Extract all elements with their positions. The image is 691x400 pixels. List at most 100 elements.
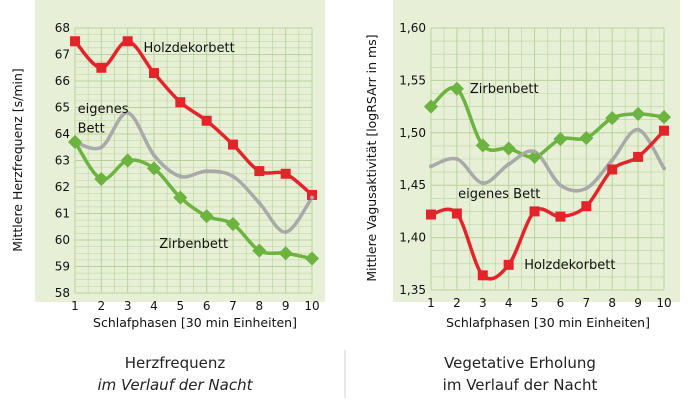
data-point xyxy=(449,81,464,96)
data-point xyxy=(659,125,669,136)
data-point xyxy=(201,115,212,126)
data-point xyxy=(173,190,188,205)
grid xyxy=(430,27,665,291)
x-axis-title: Schlafphasen [30 min Einheiten] xyxy=(446,315,650,330)
data-point xyxy=(506,162,511,167)
y-tick-label: 1,35 xyxy=(399,283,426,297)
series-line xyxy=(73,140,314,261)
y-tick-label: 63 xyxy=(55,154,70,168)
y-tick-label: 1,50 xyxy=(399,126,426,140)
y-tick-label: 65 xyxy=(55,101,70,115)
data-point xyxy=(178,174,183,179)
y-tick-label: 61 xyxy=(55,207,70,221)
data-point xyxy=(477,270,488,281)
data-point xyxy=(310,195,314,200)
data-point xyxy=(426,209,436,220)
data-point xyxy=(605,111,620,126)
data-point xyxy=(175,97,186,108)
caption-subtitle: im Verlauf der Nacht xyxy=(98,376,254,394)
data-point xyxy=(610,158,615,163)
series-label: eigenes Bett xyxy=(458,187,540,202)
vagus-activity-chart: 1,35 1,40 1,45 1,50 1,55 1,60 1 2 3 4 5 6 7 8 9 10 Zir… xyxy=(364,0,680,394)
x-tick-label: 8 xyxy=(256,299,264,313)
data-point xyxy=(633,151,644,162)
series-label: Bett xyxy=(78,122,105,137)
data-point xyxy=(558,183,563,188)
x-tick-label: 10 xyxy=(656,296,671,310)
data-point xyxy=(475,138,490,153)
data-point xyxy=(480,181,485,186)
x-tick-label: 9 xyxy=(634,296,642,310)
y-tick-label: 62 xyxy=(55,180,70,194)
series-line xyxy=(429,85,666,159)
x-tick-label: 10 xyxy=(304,299,319,313)
data-point xyxy=(278,246,293,261)
y-tick-label: 1,55 xyxy=(399,73,426,87)
x-tick-label: 4 xyxy=(150,299,158,313)
x-tick-label: 2 xyxy=(453,296,461,310)
x-tick-label: 5 xyxy=(531,296,539,310)
x-tick-labels: 1 2 3 4 5 6 7 8 9 10 xyxy=(71,299,319,313)
x-tick-label: 3 xyxy=(124,299,132,313)
y-tick-label: 66 xyxy=(55,74,70,88)
data-point xyxy=(225,217,241,232)
x-tick-label: 9 xyxy=(282,299,290,313)
data-point xyxy=(527,149,542,164)
data-point xyxy=(283,230,288,235)
y-tick-label: 60 xyxy=(55,233,70,247)
y-tick-label: 64 xyxy=(55,127,70,141)
data-point xyxy=(581,201,592,212)
data-point xyxy=(280,168,291,179)
data-point xyxy=(656,110,672,125)
y-tick-labels: 1,35 1,40 1,45 1,50 1,55 1,60 xyxy=(399,21,426,297)
series-label: Zirbenbett xyxy=(159,237,228,252)
y-tick-label: 1,60 xyxy=(399,21,426,35)
data-point xyxy=(532,149,537,154)
series-line xyxy=(73,111,314,234)
data-point xyxy=(555,211,566,222)
x-tick-label: 4 xyxy=(505,296,513,310)
y-axis-title: Mittlere Herzfrequenz [s/min] xyxy=(10,68,25,252)
series-line xyxy=(73,39,314,197)
series-markers xyxy=(423,81,672,281)
data-point xyxy=(146,161,162,176)
y-tick-label: 58 xyxy=(55,286,70,300)
series-label: Holzdekorbett xyxy=(143,41,234,56)
data-point xyxy=(454,157,459,161)
data-point xyxy=(579,130,594,146)
data-point xyxy=(252,243,267,258)
x-tick-label: 1 xyxy=(71,299,79,313)
data-point xyxy=(99,145,104,150)
data-point xyxy=(254,166,265,177)
data-point xyxy=(584,186,589,191)
x-tick-label: 6 xyxy=(557,296,565,310)
data-point xyxy=(631,106,646,122)
data-point xyxy=(152,153,156,158)
data-point xyxy=(662,166,666,171)
data-point xyxy=(553,132,568,147)
series-label: Holzdekorbett xyxy=(524,258,615,273)
y-tick-label: 67 xyxy=(55,48,70,62)
data-point xyxy=(204,169,209,174)
y-tick-labels: 58 59 60 61 62 63 64 65 66 67 68 xyxy=(55,21,70,300)
x-tick-label: 1 xyxy=(427,296,435,310)
caption-subtitle: im Verlauf der Nacht xyxy=(443,376,598,394)
series-labels: Zirbenbett eigenes Bett Holzdekorbett xyxy=(458,82,615,273)
data-point xyxy=(149,68,159,79)
x-tick-label: 6 xyxy=(203,299,211,313)
data-point xyxy=(307,189,317,200)
y-tick-label: 1,45 xyxy=(399,178,426,192)
x-axis-title: Schlafphasen [30 min Einheiten] xyxy=(93,315,297,330)
data-point xyxy=(304,251,320,266)
data-point xyxy=(231,174,235,179)
data-point xyxy=(451,208,462,219)
series-label: eigenes xyxy=(78,102,129,117)
y-axis-title: Mittlere Vagusaktivität [logRSArr in ms] xyxy=(364,34,379,281)
data-point xyxy=(529,206,540,217)
series-line xyxy=(429,128,666,281)
x-tick-label: 7 xyxy=(229,299,237,313)
series-label: Zirbenbett xyxy=(470,82,539,97)
series-line xyxy=(429,127,666,193)
data-point xyxy=(429,164,433,169)
